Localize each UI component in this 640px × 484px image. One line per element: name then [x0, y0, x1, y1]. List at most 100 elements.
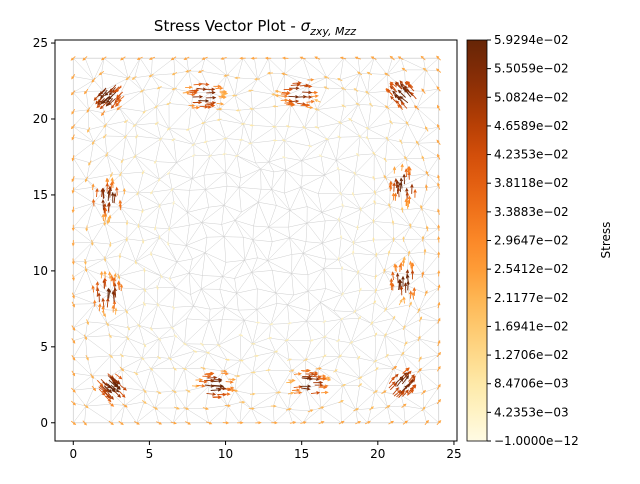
stress-arrow — [352, 192, 355, 197]
stress-arrow — [289, 99, 300, 103]
stress-arrow — [206, 392, 217, 396]
stress-arrow — [402, 420, 409, 425]
y-axis: 0 5 10 15 20 25 — [33, 36, 55, 430]
stress-arrow — [86, 319, 90, 326]
stress-arrow — [353, 408, 360, 412]
stress-arrow — [402, 236, 405, 242]
stress-arrow — [314, 126, 320, 129]
stress-arrow — [109, 84, 117, 93]
stress-arrow — [300, 384, 312, 388]
stress-arrow — [437, 301, 441, 309]
stress-arrow — [306, 106, 314, 110]
stress-arrow — [349, 341, 354, 345]
stress-arrow — [405, 187, 409, 198]
stress-arrow — [234, 76, 241, 80]
stress-arrow — [234, 374, 241, 378]
stress-arrow — [436, 365, 441, 372]
stress-arrow — [70, 90, 76, 96]
plot-frame — [54, 39, 458, 442]
stress-arrow — [141, 400, 147, 404]
stress-arrow — [110, 172, 114, 178]
stress-arrow — [247, 89, 254, 92]
stress-arrow — [117, 281, 121, 291]
stress-arrow — [392, 90, 401, 99]
stress-arrow — [190, 88, 200, 92]
stress-arrow — [424, 419, 429, 426]
stress-arrow — [168, 276, 171, 282]
stress-arrow — [142, 388, 147, 394]
stress-arrow — [300, 421, 307, 425]
stress-arrow — [353, 88, 359, 92]
stress-arrow — [390, 95, 398, 104]
stress-arrow — [222, 137, 228, 140]
stress-arrow — [71, 258, 75, 265]
stress-arrow — [395, 81, 403, 90]
stress-arrow — [302, 90, 313, 95]
stress-arrow — [88, 160, 92, 166]
stress-arrow — [388, 381, 396, 389]
stress-arrow — [293, 390, 303, 395]
stress-arrow — [402, 367, 410, 374]
stress-arrow — [407, 195, 412, 204]
stress-arrow — [410, 384, 417, 393]
stress-arrow — [70, 400, 77, 406]
stress-arrow — [292, 81, 302, 85]
stress-arrow — [107, 383, 115, 393]
stress-arrow — [289, 86, 300, 91]
stress-arrow — [119, 171, 123, 177]
stress-arrow — [397, 56, 404, 60]
stress-arrow — [389, 180, 393, 190]
stress-arrow — [341, 292, 344, 297]
stress-arrow — [133, 154, 137, 159]
stress-arrow — [417, 307, 421, 314]
stress-arrow — [203, 378, 215, 383]
stress-arrow — [388, 420, 395, 425]
stress-arrow — [281, 156, 287, 159]
stress-arrow — [406, 273, 410, 285]
stress-arrow — [239, 56, 246, 60]
stress-arrow — [407, 386, 414, 395]
stress-arrow — [101, 188, 105, 199]
stress-arrow — [437, 104, 441, 111]
stress-arrow — [216, 107, 223, 111]
colorbar-tick-label: 4.2353e−02 — [494, 148, 569, 162]
stress-arrow — [158, 177, 161, 182]
stress-arrow — [195, 378, 204, 382]
stress-arrow — [318, 374, 327, 378]
stress-arrow — [123, 134, 128, 139]
stress-arrow — [271, 93, 277, 96]
stress-arrow — [411, 291, 415, 300]
stress-arrow — [118, 420, 124, 426]
stress-arrow — [220, 56, 227, 60]
stress-arrow — [392, 387, 400, 395]
stress-arrow — [389, 55, 395, 61]
stress-arrow — [436, 383, 441, 390]
stress-arrow — [97, 98, 106, 106]
stress-arrow — [421, 406, 426, 412]
stress-arrow — [424, 290, 428, 297]
stress-arrow — [436, 351, 442, 358]
stress-arrow — [287, 391, 295, 395]
stress-arrow — [275, 391, 282, 394]
stress-arrow — [201, 56, 208, 60]
stress-arrow — [104, 391, 112, 400]
stress-arrow — [95, 187, 99, 198]
stress-arrow — [222, 153, 227, 156]
stress-arrow — [309, 371, 319, 375]
colorbar-tick-label: 5.0824e−02 — [494, 90, 569, 104]
stress-arrow — [141, 208, 144, 214]
stress-arrow — [108, 271, 112, 279]
stress-arrow — [369, 406, 374, 411]
stress-arrow — [91, 284, 95, 293]
stress-arrow — [372, 151, 376, 156]
stress-arrow — [399, 261, 403, 271]
stress-arrow — [402, 389, 409, 397]
stress-arrow — [159, 274, 163, 279]
stress-arrow — [113, 390, 122, 398]
stress-arrow — [103, 202, 107, 213]
stress-arrow — [292, 388, 301, 392]
stress-arrow — [219, 95, 227, 100]
stress-arrow — [203, 140, 208, 144]
stress-arrow — [113, 287, 117, 298]
stress-arrow — [183, 56, 190, 60]
